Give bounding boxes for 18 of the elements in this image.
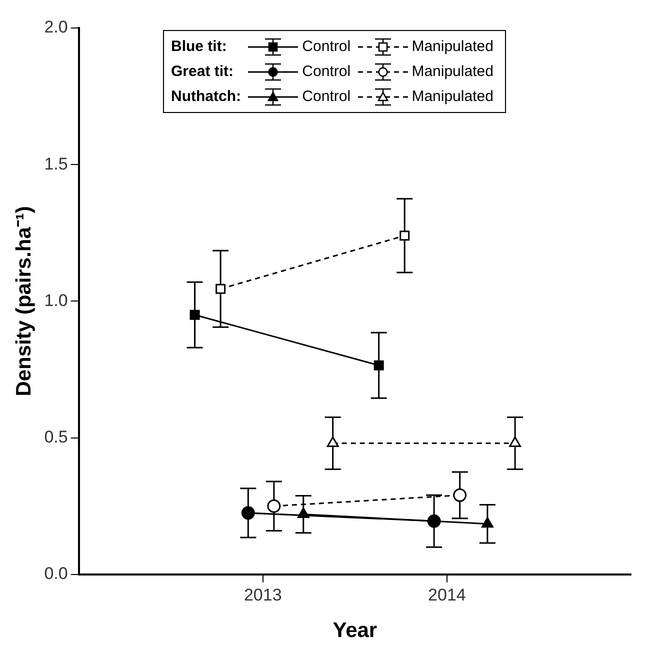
y-tick-label: 0.5 xyxy=(44,427,68,446)
legend-label: Manipulated xyxy=(412,38,494,55)
y-tick-label: 1.0 xyxy=(44,290,68,310)
legend-label: Control xyxy=(302,38,351,55)
y-tick-label: 2.0 xyxy=(44,18,68,37)
legend-label: Manipulated xyxy=(412,88,494,105)
annotation: Nuthatch: xyxy=(170,87,242,107)
annotation: Blue tit: xyxy=(170,37,228,57)
y-axis-title: Density (pairs.ha⁻¹) xyxy=(12,206,36,396)
legend-label: Control xyxy=(302,88,351,105)
x-tick-label: 2013 xyxy=(244,585,282,604)
annotation: Great tit: xyxy=(170,62,235,82)
y-tick-label: 1.5 xyxy=(44,154,68,174)
x-tick-label: 2014 xyxy=(428,585,466,604)
legend-label: Manipulated xyxy=(412,63,494,80)
y-tick-label: 0.0 xyxy=(44,564,68,584)
legend-label: Control xyxy=(302,63,351,80)
x-axis-title: Year xyxy=(332,619,378,642)
